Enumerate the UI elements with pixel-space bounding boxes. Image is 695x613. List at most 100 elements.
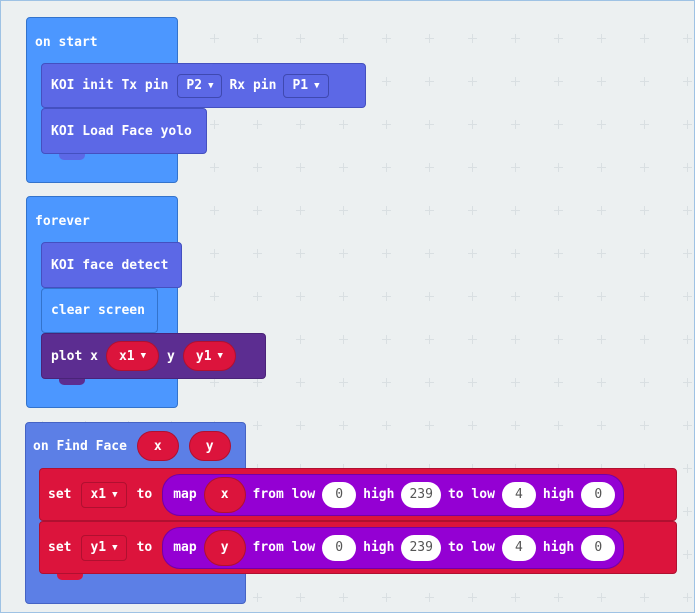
grid-cross (425, 593, 434, 602)
param-x-variable[interactable]: x (136, 431, 179, 461)
grid-cross (339, 421, 348, 430)
grid-cross (296, 34, 305, 43)
grid-cross (554, 77, 563, 86)
chevron-down-icon: ▼ (314, 80, 320, 91)
grid-cross (683, 378, 692, 387)
grid-cross (382, 77, 391, 86)
grid-cross (683, 335, 692, 344)
from-low-input[interactable]: 0 (322, 534, 357, 561)
chevron-down-icon: ▼ (112, 489, 118, 500)
grid-cross (468, 120, 477, 129)
grid-cross (210, 206, 219, 215)
to-high-input[interactable]: 0 (581, 534, 616, 561)
grid-cross (253, 34, 262, 43)
plot-x-variable[interactable]: x1 ▼ (105, 341, 160, 371)
set-variable-dropdown[interactable]: x1 ▼ (81, 481, 127, 508)
grid-cross (425, 120, 434, 129)
grid-cross (597, 292, 606, 301)
grid-cross (382, 249, 391, 258)
grid-cross (640, 163, 649, 172)
from-high-input[interactable]: 239 (401, 534, 441, 561)
grid-cross (554, 249, 563, 258)
plot-block[interactable]: plot x x1 ▼ y y1 ▼ (41, 333, 266, 379)
grid-cross (511, 292, 520, 301)
to-high-input[interactable]: 0 (581, 481, 616, 508)
map-input-variable[interactable]: x (203, 476, 246, 513)
grid-cross (683, 120, 692, 129)
grid-cross (253, 163, 262, 172)
grid-cross (296, 593, 305, 602)
grid-cross (683, 249, 692, 258)
grid-cross (382, 421, 391, 430)
grid-cross (382, 378, 391, 387)
grid-cross (296, 163, 305, 172)
rx-pin-dropdown[interactable]: P1 ▼ (283, 73, 329, 98)
grid-cross (468, 593, 477, 602)
grid-cross (210, 120, 219, 129)
grid-cross (640, 77, 649, 86)
grid-cross (425, 378, 434, 387)
grid-cross (296, 421, 305, 430)
on-start-label: on start (35, 34, 98, 50)
chevron-down-icon: ▼ (140, 351, 147, 361)
map-label: map (173, 487, 197, 502)
from-high-input[interactable]: 239 (401, 481, 441, 508)
tx-pin-dropdown[interactable]: P2 ▼ (177, 73, 223, 98)
to-high-label: high (542, 487, 575, 502)
param-y-label: y (205, 438, 214, 454)
grid-cross (425, 206, 434, 215)
set-y1-block[interactable]: set y1 ▼ to map y from low 0 high 239 to… (39, 521, 677, 574)
chevron-down-icon: ▼ (208, 80, 214, 91)
chevron-down-icon: ▼ (217, 351, 223, 361)
grid-cross (597, 34, 606, 43)
grid-cross (468, 335, 477, 344)
to-label: to (136, 540, 153, 555)
set-x1-block[interactable]: set x1 ▼ to map x from low 0 high 239 to… (39, 468, 677, 521)
koi-face-detect-block[interactable]: KOI face detect (41, 242, 182, 288)
grid-cross (640, 335, 649, 344)
koi-init-block[interactable]: KOI init Tx pin P2 ▼ Rx pin P1 ▼ (41, 63, 366, 108)
grid-cross (683, 77, 692, 86)
koi-load-face-block[interactable]: KOI Load Face yolo (41, 108, 207, 154)
grid-cross (425, 77, 434, 86)
grid-cross (468, 249, 477, 258)
map-input-value: x (220, 487, 229, 502)
from-high-label: high (363, 540, 395, 555)
grid-cross (296, 249, 305, 258)
on-find-face-header: on Find Face x y (33, 429, 231, 463)
clear-screen-block[interactable]: clear screen (41, 288, 158, 333)
grid-cross (468, 378, 477, 387)
grid-cross (210, 34, 219, 43)
grid-cross (640, 34, 649, 43)
to-high-label: high (542, 540, 575, 555)
grid-cross (339, 335, 348, 344)
block-notch (57, 574, 83, 580)
to-low-input[interactable]: 4 (501, 534, 536, 561)
grid-cross (382, 120, 391, 129)
grid-cross (296, 335, 305, 344)
grid-cross (597, 593, 606, 602)
tx-pin-value: P2 (186, 78, 203, 93)
grid-cross (511, 593, 520, 602)
param-y-variable[interactable]: y (188, 431, 231, 461)
koi-load-face-label: KOI Load Face yolo (51, 123, 192, 139)
grid-cross (382, 34, 391, 43)
grid-cross (597, 77, 606, 86)
map-input-variable[interactable]: y (203, 529, 246, 566)
grid-cross (253, 421, 262, 430)
grid-cross (339, 206, 348, 215)
grid-cross (339, 120, 348, 129)
map-input-value: y (220, 540, 229, 555)
map-block[interactable]: map y from low 0 high 239 to low 4 high … (162, 526, 625, 569)
to-low-label: to low (447, 540, 495, 555)
plot-y-variable[interactable]: y1 ▼ (182, 341, 236, 371)
grid-cross (554, 120, 563, 129)
grid-cross (468, 206, 477, 215)
on-start-spine (27, 63, 43, 173)
from-low-input[interactable]: 0 (322, 481, 357, 508)
map-block[interactable]: map x from low 0 high 239 to low 4 high … (162, 473, 625, 516)
grid-cross (511, 421, 520, 430)
to-low-input[interactable]: 4 (501, 481, 536, 508)
set-variable-dropdown[interactable]: y1 ▼ (81, 534, 127, 561)
